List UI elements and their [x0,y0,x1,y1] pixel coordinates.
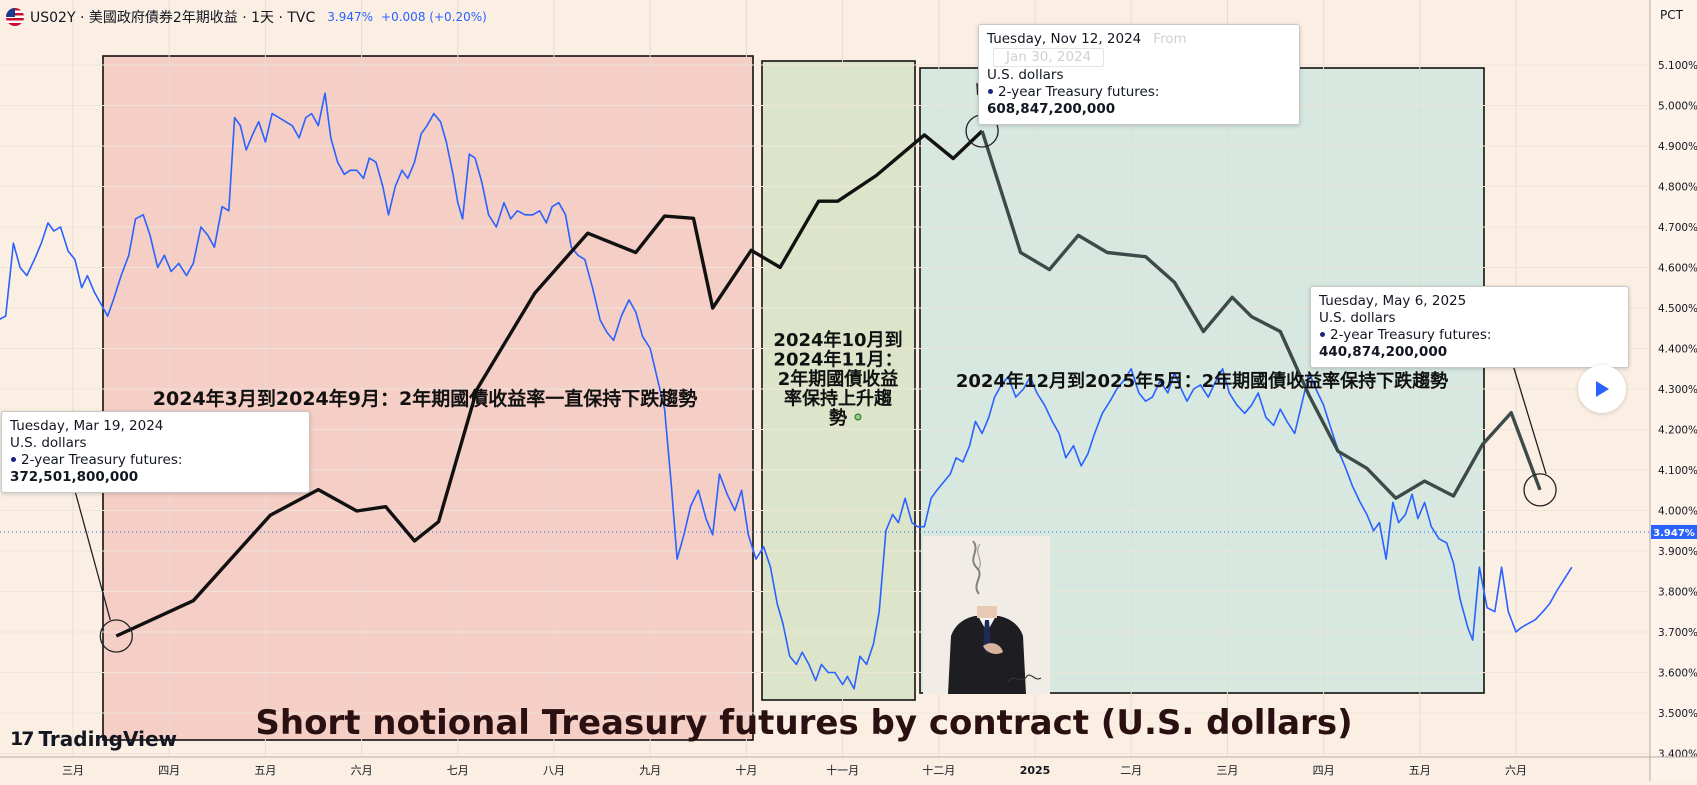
x-tick-label: 二月 [1120,764,1142,777]
price-axis-unit: PCT [1660,8,1683,22]
y-tick-label: 5.100% [1658,60,1697,72]
annotation-rise-line: 2024年11月： [773,349,902,371]
x-tick-label: 六月 [351,764,373,777]
tooltip-value: 440,874,200,000 [1319,344,1448,360]
x-tick-label: 五月 [254,764,276,777]
x-tick-label: 三月 [62,764,84,777]
series-dot-icon [11,456,16,462]
tooltip-value: 372,501,800,000 [10,469,139,485]
series-dot-icon [1320,331,1325,337]
y-tick-label: 4.600% [1658,263,1697,275]
x-tick-label: 九月 [639,764,661,777]
y-tick-label: 4.000% [1658,506,1697,518]
annotation-decline-1: 2024年3月到2024年9月：2年期國債收益率一直保持下跌趨勢 [153,387,697,410]
y-tick-label: 3.900% [1658,546,1697,558]
x-tick-label: 四月 [1313,764,1335,777]
rise-zone-dot [854,413,862,421]
y-tick-label: 3.800% [1658,587,1697,599]
y-tick-label: 4.700% [1658,222,1697,234]
play-icon [1596,381,1609,397]
y-tick-label: 4.800% [1658,182,1697,194]
price-scale-bg [1650,0,1697,781]
x-tick-label: 十二月 [922,763,955,777]
tooltip-series: 2-year Treasury futures: [998,84,1160,100]
tooltip-series: 2-year Treasury futures: [21,452,183,468]
tooltip-unit: U.S. dollars [987,67,1064,83]
y-tick-label: 4.900% [1658,141,1697,153]
current-price-label: 3.947% [1653,528,1695,539]
current-price-tag [1651,524,1697,539]
symbol-header[interactable]: US02Y · 美國政府債券2年期收益 · 1天 · TVC 3.947% +0… [6,6,487,28]
x-tick-label: 五月 [1409,764,1431,777]
tooltip-series: 2-year Treasury futures: [1330,327,1492,343]
y-tick-label: 4.100% [1658,465,1697,477]
x-tick-label: 2025 [1020,764,1051,777]
y-tick-label: 5.000% [1658,101,1697,113]
tooltip-ghost-date: Jan 30, 2024 [993,48,1105,67]
tooltip-date: Tuesday, Mar 19, 2024 [10,418,164,434]
futures-series-line-late [980,130,1542,500]
marker-circle-may [1523,473,1557,507]
rise-zone [761,60,916,701]
last-price: 3.947% [327,10,374,24]
annotation-rise-line: 率保持上升趨 [784,388,893,410]
play-button[interactable] [1578,365,1626,413]
tooltip-mar-19: Tuesday, Mar 19, 2024 U.S. dollars 2-yea… [1,411,310,493]
x-tick-label: 七月 [447,764,469,777]
x-tick-label: 六月 [1505,764,1527,777]
marker-circle-mar [99,619,133,653]
arrow-may [1508,351,1547,475]
x-tick-label: 四月 [158,764,180,777]
tooltip-unit: U.S. dollars [10,435,87,451]
x-tick-label: 十月 [735,763,757,777]
tooltip-may-6: Tuesday, May 6, 2025 U.S. dollars 2-year… [1310,286,1629,368]
tradingview-logo[interactable]: 17 TradingView [10,727,177,751]
tradingview-mark-icon: 17 [10,728,34,750]
y-tick-label: 4.200% [1658,425,1697,437]
symbol-title: US02Y · 美國政府債券2年期收益 · 1天 · TVC [30,10,316,26]
tooltip-value: 608,847,200,000 [987,101,1116,117]
annotation-rise-line: 2024年10月到 [773,329,902,351]
x-tick-label: 三月 [1216,764,1238,777]
y-tick-label: 3.700% [1658,627,1697,639]
futures-series-line [115,129,984,638]
decline-zone-1 [102,55,754,741]
us-flag-icon [6,8,24,26]
y-tick-label: 3.500% [1658,708,1697,720]
arrow-mar [71,479,111,621]
bottom-title: Short notional Treasury futures by contr… [255,703,1352,743]
tooltip-unit: U.S. dollars [1319,310,1396,326]
y-tick-label: 4.400% [1658,344,1697,356]
y-tick-label: 3.600% [1658,668,1697,680]
tooltip-date: Tuesday, Nov 12, 2024 [987,31,1142,47]
annotation-decline-2: 2024年12月到2025年5月：2年期國債收益率保持下跌趨勢 [956,370,1448,392]
x-tick-label: 十一月 [826,763,859,777]
yield-series-line [0,92,1573,690]
tooltip-date: Tuesday, May 6, 2025 [1319,293,1467,309]
tooltip-ghost-from: From [1153,31,1187,47]
annotation-rise-line: 勢 [829,407,847,429]
tooltip-nov-12: Tuesday, Nov 12, 2024 From Jan 30, 2024 U.… [978,24,1300,125]
suited-figure-image [923,536,1050,694]
price-change: +0.008 (+0.20%) [381,10,487,24]
y-tick-label: 4.500% [1658,303,1697,315]
x-tick-label: 八月 [543,764,565,777]
y-tick-label: 3.400% [1658,749,1697,761]
tradingview-wordmark: TradingView [38,727,178,751]
y-tick-label: 4.300% [1658,384,1697,396]
series-dot-icon [988,88,993,94]
annotation-rise-line: 2年期國債收益 [778,368,899,390]
